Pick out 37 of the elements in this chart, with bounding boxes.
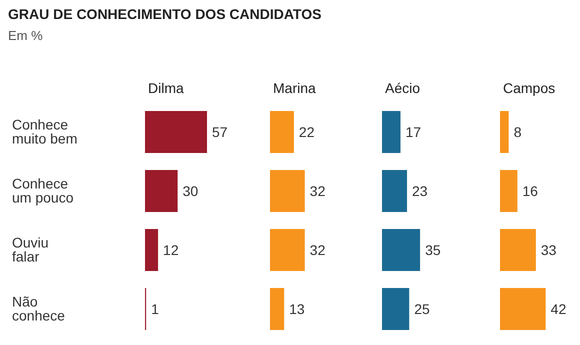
data-label: 57 [212,124,228,140]
text: GRAU DE CONHECIMENTO DOS CANDIDATOS [8,6,322,22]
data-label: 17 [405,124,422,140]
bar [500,288,546,330]
data-label: 13 [289,300,305,317]
y-tick-label: Conhece muito bem [12,116,78,146]
data-label: 32 [310,242,326,258]
data-label: 1 [151,300,160,317]
bar [500,170,518,212]
bar [500,229,536,271]
bar [145,229,158,271]
bar [382,111,400,153]
data-label: 12 [163,242,179,258]
y-tick-label: Não conhece [12,293,66,324]
bar [382,288,410,330]
chart-title: Marina [273,80,317,98]
data-label: 8 [514,124,522,140]
data-label: 16 [522,182,538,199]
data-label: 25 [414,300,430,317]
chart-title: Dilma [148,80,185,98]
bar [500,111,509,153]
data-label: 22 [298,124,315,140]
data-label: 42 [550,300,566,317]
chart-title: Campos [503,80,556,98]
y-tick-label: Ouviu falar [12,234,49,264]
bar [382,229,420,271]
data-label: 30 [182,182,198,199]
bar [382,170,408,212]
chart-title: Aécio [385,80,422,98]
data-label: 33 [540,242,557,258]
data-label: 23 [412,182,428,199]
y-tick-label: Conhece um pouco [12,175,74,206]
data-label: 32 [310,182,326,199]
text: Em % [8,28,43,43]
bar [145,170,178,212]
data-label: 35 [425,242,441,258]
bar [145,111,207,153]
